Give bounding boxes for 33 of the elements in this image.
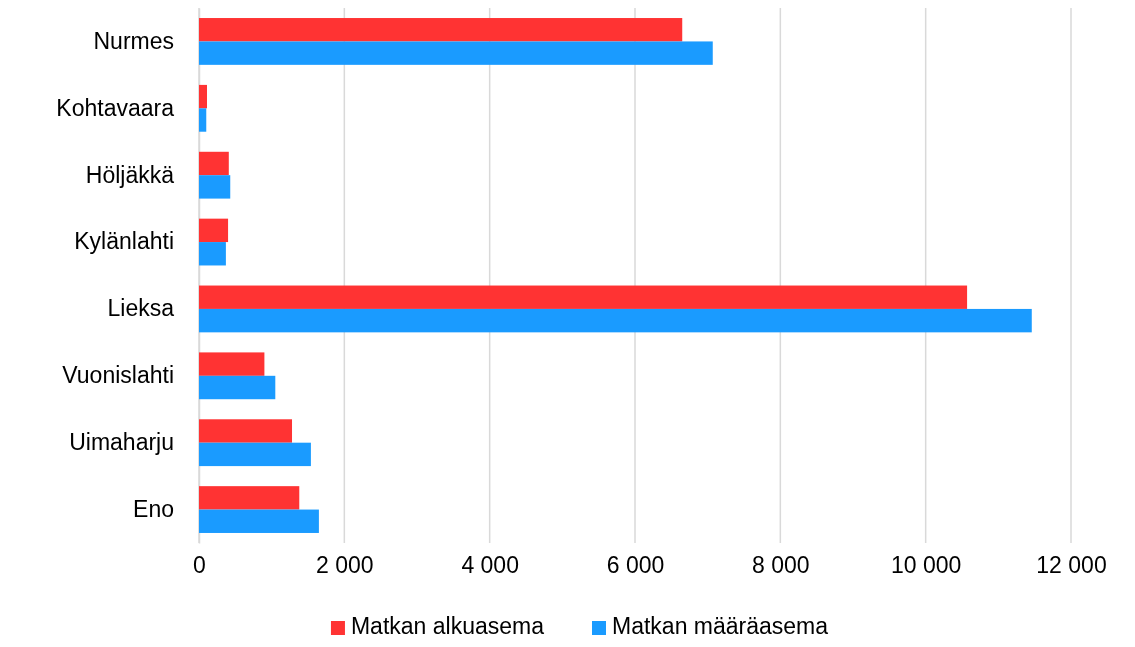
bar (199, 486, 300, 510)
bar (199, 18, 683, 42)
x-tick-label: 12 000 (1036, 552, 1107, 579)
bar (199, 41, 713, 65)
x-tick-label: 0 (193, 552, 206, 579)
bar (199, 242, 226, 266)
legend-label: Matkan määräasema (612, 613, 829, 640)
y-tick-label: Nurmes (93, 27, 174, 54)
y-tick-label: Vuonislahti (62, 362, 174, 389)
x-tick-label: 10 000 (890, 552, 962, 579)
x-tick-label: 2 000 (316, 552, 374, 579)
y-tick-label: Kylänlahti (74, 228, 174, 255)
bar (199, 108, 207, 132)
bar (199, 442, 311, 467)
bar (199, 285, 968, 309)
bar (199, 509, 319, 533)
x-tick-label: 4 000 (461, 552, 519, 579)
bar (199, 352, 265, 376)
y-tick-label: Lieksa (107, 295, 175, 322)
bar (199, 419, 293, 443)
y-tick-label: Eno (133, 495, 174, 522)
bar (199, 175, 231, 199)
legend-label: Matkan alkuasema (350, 613, 545, 640)
y-tick-label: Kohtavaara (56, 94, 175, 121)
y-tick-label: Höljäkkä (85, 161, 175, 188)
x-tick-label: 6 000 (606, 552, 665, 579)
x-tick-label: 8 000 (752, 552, 810, 579)
bar (199, 375, 276, 400)
bar (199, 308, 1032, 333)
y-tick-label: Uimaharju (69, 429, 174, 456)
bar (199, 84, 207, 109)
bar (199, 218, 229, 243)
bar (199, 151, 229, 176)
